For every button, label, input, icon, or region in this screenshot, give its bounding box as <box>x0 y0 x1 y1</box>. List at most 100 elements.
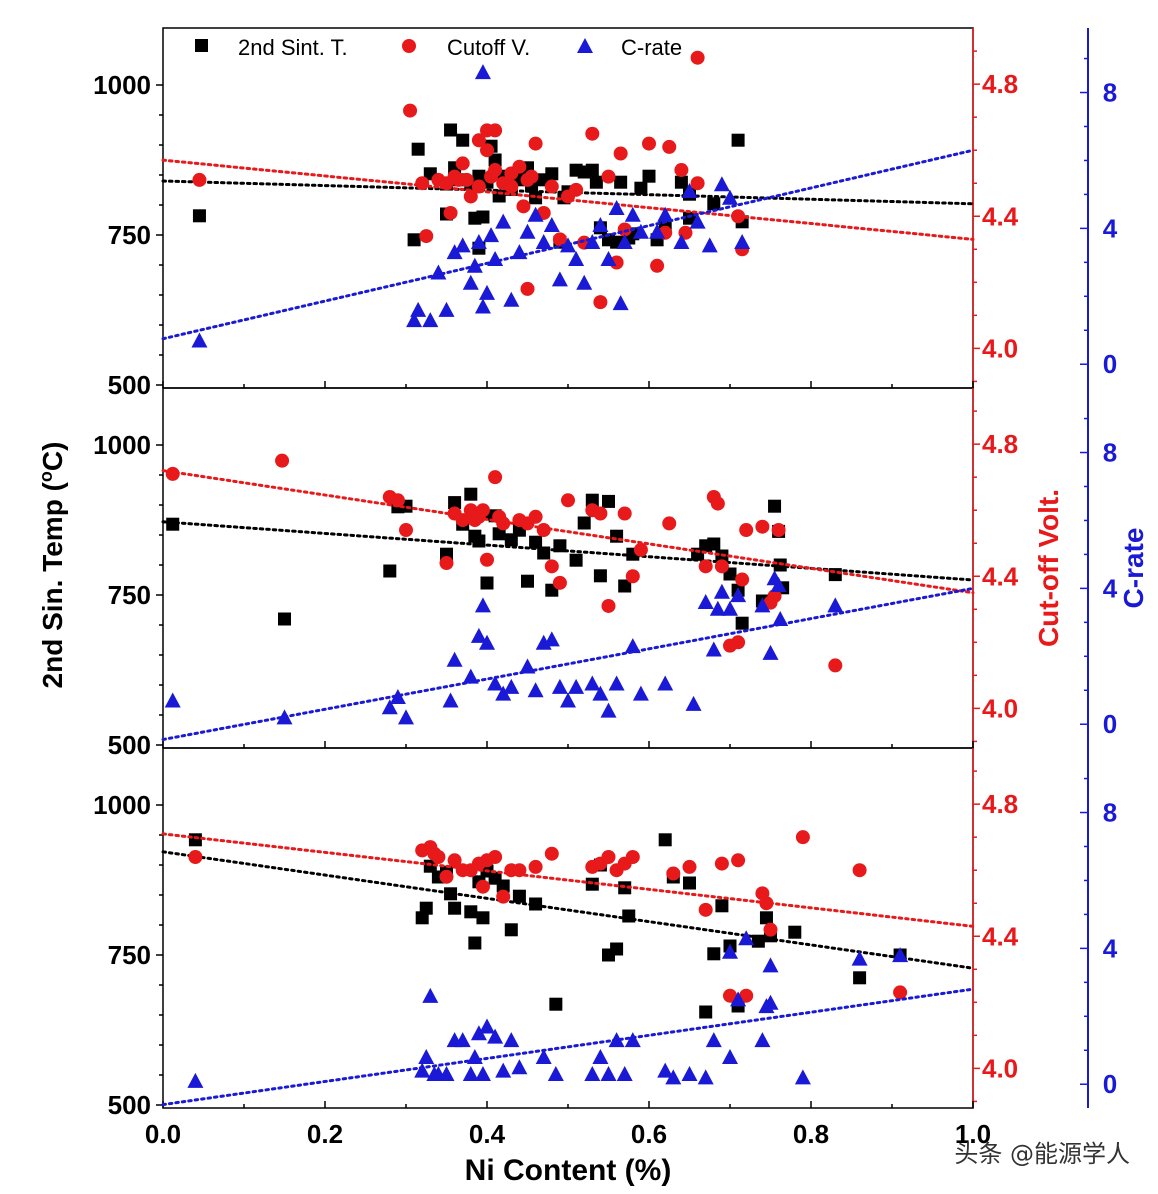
data-point-triangle <box>624 638 641 654</box>
data-point-triangle <box>560 237 576 253</box>
data-point-triangle <box>422 312 439 328</box>
data-point-circle <box>544 846 559 861</box>
crate-tick-label: 0 <box>1103 709 1117 739</box>
legend-square-marker <box>195 39 208 52</box>
data-point-square <box>585 493 599 507</box>
data-point-triangle <box>584 1066 601 1082</box>
data-point-triangle <box>543 216 560 232</box>
data-point-circle <box>480 552 494 567</box>
data-point-circle <box>633 542 648 557</box>
data-point-circle <box>528 859 543 874</box>
data-point-circle <box>666 866 681 881</box>
data-point-triangle <box>503 678 520 694</box>
data-point-triangle <box>649 223 666 239</box>
x-tick-label: 0.4 <box>469 1119 506 1149</box>
data-point-triangle <box>608 675 625 691</box>
data-point-square <box>622 909 636 923</box>
data-point-square <box>476 911 490 925</box>
data-point-triangle <box>689 213 706 229</box>
data-point-triangle <box>422 987 439 1003</box>
legend-circle-marker <box>402 39 416 53</box>
data-point-square <box>751 934 765 948</box>
data-point-triangle <box>730 991 747 1007</box>
data-point-square <box>707 947 721 961</box>
left-axis-title-sup: o <box>36 471 56 482</box>
data-point-square <box>448 496 462 510</box>
left-tick-label: 1000 <box>93 430 151 460</box>
cutoff-tick-label: 4.8 <box>982 69 1018 99</box>
legend: 2nd Sint. T. Cutoff V. C-rate <box>195 35 682 60</box>
data-point-square <box>602 494 615 508</box>
data-point-triangle <box>406 312 423 328</box>
left-tick-label: 500 <box>108 1090 151 1120</box>
data-point-triangle <box>681 1066 698 1082</box>
data-point-circle <box>828 658 843 673</box>
data-point-triangle <box>624 1032 641 1048</box>
series-triangle <box>161 64 975 348</box>
trend-line <box>161 987 975 1107</box>
data-point-circle <box>561 493 575 508</box>
data-point-circle <box>475 879 490 894</box>
data-point-square <box>577 516 591 530</box>
data-point-triangle <box>511 1059 528 1075</box>
data-point-triangle <box>624 206 641 222</box>
legend-label-cutoff: Cutoff V. <box>447 35 530 60</box>
data-point-square <box>407 233 421 247</box>
data-point-circle <box>893 985 908 1000</box>
data-point-triangle <box>527 206 544 222</box>
data-point-circle <box>698 559 713 574</box>
data-point-triangle <box>851 950 868 966</box>
data-point-circle <box>524 169 539 184</box>
legend-label-sint: 2nd Sint. T. <box>238 35 348 60</box>
data-point-circle <box>739 988 754 1003</box>
series-circle <box>161 830 975 1003</box>
data-point-square <box>683 876 696 890</box>
left-tick-label: 750 <box>108 220 151 250</box>
data-point-triangle <box>827 597 844 613</box>
legend-triangle-marker <box>577 38 593 53</box>
data-point-square <box>192 209 206 223</box>
data-point-triangle <box>164 692 181 708</box>
cutoff-tick-label: 4.4 <box>982 921 1019 951</box>
data-point-square <box>634 181 648 195</box>
data-point-circle <box>662 516 677 531</box>
data-point-triangle <box>519 658 536 674</box>
data-point-square <box>419 901 433 915</box>
data-point-triangle <box>709 600 726 616</box>
cutoff-tick-label: 4.8 <box>982 789 1018 819</box>
data-point-triangle <box>487 1028 504 1044</box>
data-point-triangle <box>495 213 512 229</box>
data-point-triangle <box>794 1069 811 1085</box>
data-point-triangle <box>474 298 491 314</box>
series-square <box>161 487 975 630</box>
data-point-triangle <box>442 692 459 708</box>
data-point-triangle <box>568 678 585 694</box>
cutoff-tick-label: 4.0 <box>982 333 1018 363</box>
data-point-circle <box>415 176 430 191</box>
data-point-triangle <box>495 685 512 701</box>
data-point-square <box>788 925 802 939</box>
data-point-triangle <box>772 610 789 626</box>
data-point-triangle <box>462 1066 479 1082</box>
data-point-square <box>464 905 478 919</box>
crate-tick-label: 8 <box>1103 78 1117 108</box>
data-point-circle <box>731 209 746 224</box>
data-point-circle <box>625 569 640 584</box>
series-circle <box>161 453 975 673</box>
data-point-triangle <box>389 689 406 705</box>
trend-line <box>161 850 975 970</box>
data-point-triangle <box>730 587 747 603</box>
data-point-square <box>610 942 624 956</box>
data-point-circle <box>471 133 486 148</box>
data-point-triangle <box>762 644 779 660</box>
data-point-triangle <box>535 233 552 249</box>
panel-middle <box>156 387 1089 749</box>
data-point-circle <box>399 523 413 538</box>
data-point-square <box>480 576 494 590</box>
data-point-triangle <box>466 257 483 273</box>
panel-bottom <box>156 747 1089 1109</box>
mid-axis-title: Cut-off Volt. <box>1033 489 1064 647</box>
left-axis-title-unit: C <box>37 451 68 471</box>
data-point-triangle <box>722 600 738 616</box>
data-point-triangle <box>430 264 447 280</box>
